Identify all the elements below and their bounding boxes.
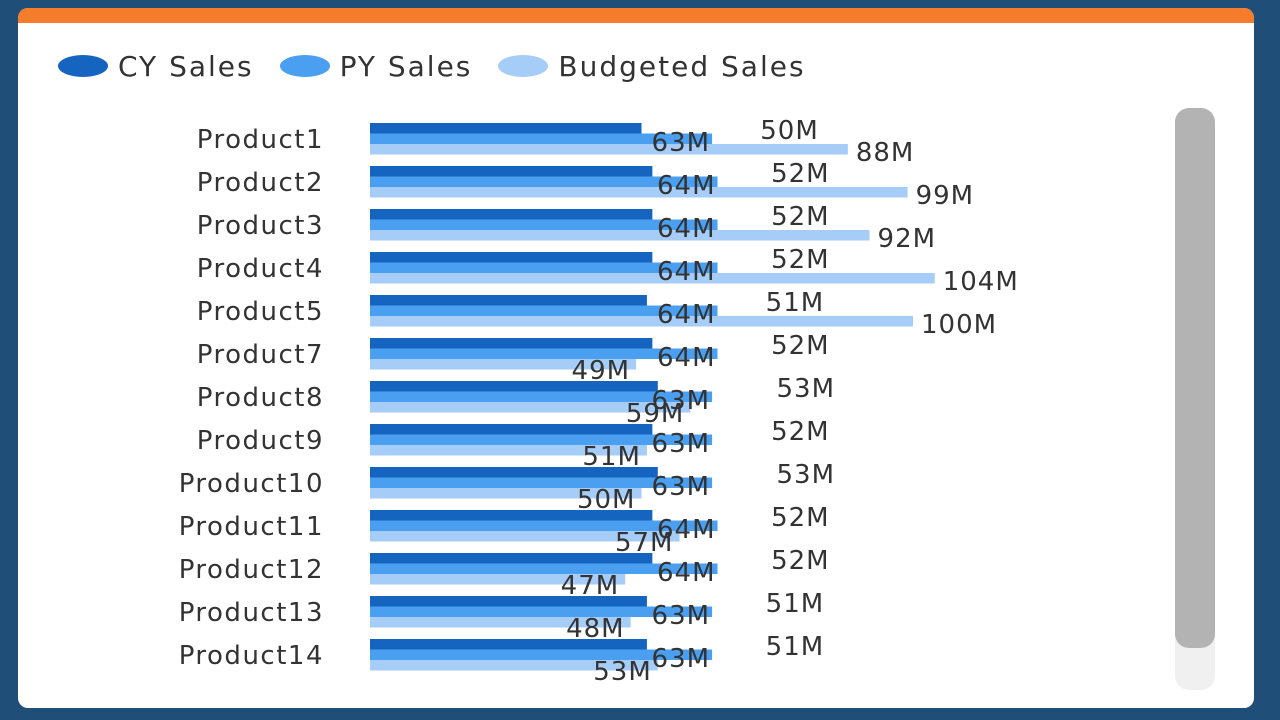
legend-label: Budgeted Sales — [558, 49, 806, 83]
bar-budget[interactable] — [370, 531, 680, 542]
data-label-py: 64M — [657, 214, 716, 244]
category-label: Product1 — [197, 125, 324, 155]
data-label-cy: 52M — [771, 417, 830, 447]
legend-swatch-py — [279, 55, 330, 77]
legend-item-budgeted-sales[interactable]: Budgeted Sales — [498, 50, 805, 83]
data-label-budget: 92M — [878, 224, 937, 254]
bar-budget[interactable] — [370, 273, 935, 284]
data-label-cy: 51M — [766, 632, 825, 662]
card-accent-bar — [18, 8, 1254, 23]
data-label-cy: 52M — [771, 503, 830, 533]
bar-budget[interactable] — [370, 574, 626, 585]
data-label-budget: 104M — [943, 267, 1019, 297]
bar-py[interactable] — [370, 305, 718, 317]
bar-cy[interactable] — [370, 424, 653, 435]
data-label-py: 64M — [657, 558, 716, 588]
data-label-py: 64M — [657, 343, 716, 373]
bar-py[interactable] — [370, 348, 718, 360]
legend-swatch-budget — [498, 55, 549, 77]
bar-py[interactable] — [370, 649, 713, 661]
bar-chart: Product1 50M 63M 88M Product2 52M 64M 99M Produc… — [179, 116, 1019, 687]
data-label-cy: 52M — [771, 546, 830, 576]
legend: CY Sales PY Sales Budgeted Sales — [58, 48, 806, 84]
category-label: Product14 — [179, 641, 324, 671]
bar-py[interactable] — [370, 520, 718, 532]
bar-py[interactable] — [370, 262, 718, 274]
category-label: Product7 — [197, 340, 324, 370]
legend-label: PY Sales — [339, 49, 473, 83]
category-label: Product10 — [179, 469, 324, 499]
legend-item-py-sales[interactable]: PY Sales — [279, 49, 473, 83]
data-label-py: 64M — [657, 300, 716, 330]
data-label-cy: 52M — [771, 159, 830, 189]
category-label: Product3 — [197, 211, 324, 241]
data-label-cy: 53M — [777, 374, 836, 404]
bar-py[interactable] — [370, 176, 718, 188]
data-label-py: 64M — [657, 171, 716, 201]
bar-py[interactable] — [370, 563, 718, 575]
bar-py[interactable] — [370, 434, 713, 446]
category-label: Product12 — [179, 555, 324, 585]
data-label-py: 63M — [652, 644, 711, 674]
bar-budget[interactable] — [370, 316, 913, 327]
bar-cy[interactable] — [370, 467, 658, 478]
bar-budget[interactable] — [370, 488, 642, 499]
data-label-cy: 52M — [771, 202, 830, 232]
bar-budget[interactable] — [370, 230, 870, 241]
data-label-py: 63M — [652, 128, 711, 158]
data-label-cy: 52M — [771, 331, 830, 361]
data-label-py: 63M — [652, 429, 711, 459]
bar-cy[interactable] — [370, 123, 642, 134]
legend-swatch-cy — [58, 55, 108, 77]
data-label-budget: 88M — [856, 138, 915, 168]
bar-budget[interactable] — [370, 445, 647, 456]
chart-card: CY Sales PY Sales Budgeted Sales Product… — [18, 8, 1254, 708]
bar-cy[interactable] — [370, 166, 653, 177]
bar-cy[interactable] — [370, 381, 658, 392]
legend-label: CY Sales — [118, 49, 254, 83]
bar-py[interactable] — [370, 391, 713, 403]
bar-cy[interactable] — [370, 295, 647, 306]
data-label-py: 64M — [657, 257, 716, 287]
category-label: Product4 — [197, 254, 324, 284]
category-label: Product9 — [197, 426, 324, 456]
bar-py[interactable] — [370, 606, 713, 618]
bar-py[interactable] — [370, 477, 713, 489]
bar-budget[interactable] — [370, 617, 631, 628]
data-label-budget: 99M — [916, 181, 975, 211]
category-label: Product8 — [197, 383, 324, 413]
data-label-py: 64M — [657, 515, 716, 545]
bar-budget[interactable] — [370, 187, 908, 198]
data-label-cy: 51M — [766, 288, 825, 318]
data-label-budget: 100M — [921, 310, 997, 340]
data-label-cy: 53M — [777, 460, 836, 490]
bar-cy[interactable] — [370, 338, 653, 349]
legend-item-cy-sales[interactable]: CY Sales — [58, 50, 254, 83]
bar-cy[interactable] — [370, 510, 653, 521]
bar-py[interactable] — [370, 133, 713, 145]
bar-cy[interactable] — [370, 596, 647, 607]
category-label: Product13 — [179, 598, 324, 628]
bar-budget[interactable] — [370, 144, 848, 155]
bar-cy[interactable] — [370, 252, 653, 263]
data-label-cy: 51M — [766, 589, 825, 619]
data-label-cy: 50M — [760, 116, 819, 146]
data-label-cy: 52M — [771, 245, 830, 275]
bar-budget[interactable] — [370, 660, 658, 671]
bar-py[interactable] — [370, 219, 718, 231]
category-label: Product5 — [197, 297, 324, 327]
bar-budget[interactable] — [370, 359, 637, 370]
bar-cy[interactable] — [370, 553, 653, 564]
bar-budget[interactable] — [370, 402, 691, 413]
data-label-py: 63M — [652, 472, 711, 502]
category-label: Product2 — [197, 168, 324, 198]
category-label: Product11 — [179, 512, 324, 542]
data-label-budget: 53M — [593, 657, 652, 687]
scrollbar-thumb[interactable] — [1175, 108, 1215, 648]
data-label-py: 63M — [652, 386, 711, 416]
bar-cy[interactable] — [370, 639, 647, 650]
bar-cy[interactable] — [370, 209, 653, 220]
data-label-py: 63M — [652, 601, 711, 631]
